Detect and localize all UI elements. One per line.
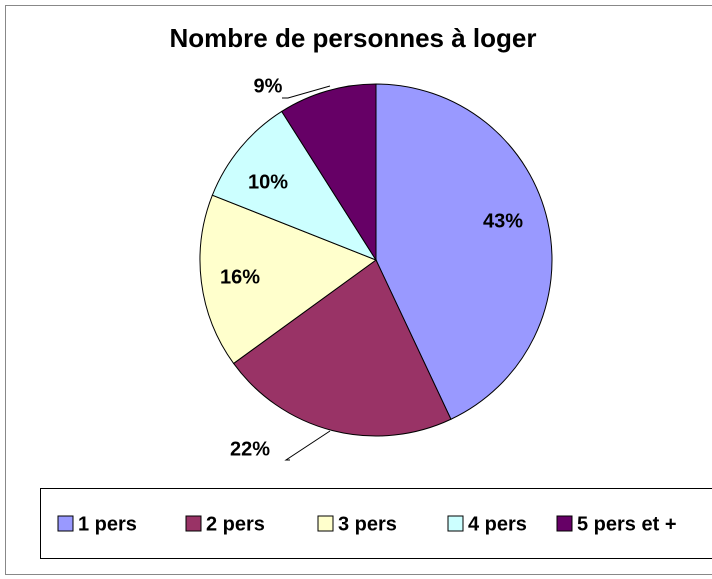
legend-label: 1 pers: [78, 513, 137, 535]
legend-label: 2 pers: [206, 513, 265, 535]
legend-swatch: [317, 515, 334, 532]
leader-line: [282, 85, 331, 99]
legend-label: 3 pers: [338, 513, 397, 535]
pie-slice: [199, 194, 378, 365]
data-label: 16%: [220, 266, 260, 288]
pie-slice: [281, 83, 377, 262]
leader-line: [284, 430, 331, 461]
legend-label: 4 pers: [468, 513, 527, 535]
data-label: 43%: [483, 210, 523, 232]
pie-slice: [232, 259, 452, 437]
legend-swatch: [447, 515, 464, 532]
data-label: 9%: [254, 75, 283, 97]
data-label: 10%: [248, 171, 288, 193]
legend-label: 5 pers et +: [577, 513, 677, 535]
chart-title: Nombre de personnes à loger: [170, 23, 537, 53]
legend-box: [40, 488, 712, 559]
pie-slice: [211, 110, 378, 262]
data-label: 22%: [230, 438, 270, 460]
legend-swatch: [185, 515, 202, 532]
legend-swatch: [57, 515, 74, 532]
legend-swatch: [556, 515, 573, 532]
pie-slice: [375, 83, 553, 420]
